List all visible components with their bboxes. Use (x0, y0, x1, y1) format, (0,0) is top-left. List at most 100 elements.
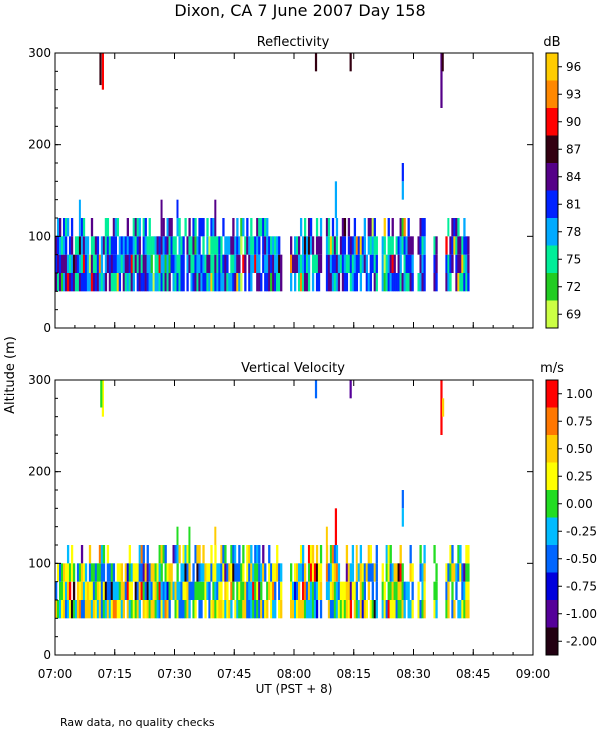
data-cell (325, 218, 329, 237)
data-cell (148, 273, 151, 292)
elevated-echo (349, 380, 352, 399)
data-cell (325, 236, 329, 255)
data-cell (102, 581, 106, 600)
data-cell (387, 545, 390, 564)
data-cell (341, 581, 345, 600)
data-cell (244, 600, 247, 619)
data-cell (148, 563, 151, 582)
data-cell (200, 254, 203, 273)
data-cell (459, 563, 462, 582)
data-cell (58, 581, 62, 600)
data-cell (66, 218, 70, 237)
data-cell (58, 254, 62, 273)
data-cell (118, 581, 122, 600)
data-cell (423, 600, 426, 619)
data-cell (66, 273, 70, 292)
data-cell (80, 600, 84, 619)
data-cell (369, 273, 372, 292)
elevated-echo (401, 163, 404, 182)
data-cell (214, 254, 217, 273)
data-cell (248, 545, 251, 564)
data-cell (84, 273, 88, 292)
data-cell (64, 218, 68, 237)
data-cell (383, 236, 386, 255)
data-cell (423, 563, 426, 582)
data-cell (333, 254, 337, 273)
data-cell (144, 218, 147, 237)
data-cell (294, 254, 297, 273)
data-cell (174, 545, 177, 564)
data-cell (154, 581, 157, 600)
data-cell (367, 563, 370, 582)
data-cell (447, 273, 450, 292)
data-cell (154, 273, 157, 292)
data-cell (204, 254, 207, 273)
data-cell (393, 563, 396, 582)
data-cell (373, 236, 376, 255)
data-cell (224, 273, 227, 292)
data-cell (156, 563, 159, 582)
data-cell (254, 581, 257, 600)
data-cell (395, 273, 398, 292)
data-cell (303, 581, 307, 600)
data-cell (419, 236, 422, 255)
data-cell (142, 581, 145, 600)
data-cell (403, 600, 406, 619)
data-cell (76, 273, 80, 292)
data-cell (407, 236, 410, 255)
data-cell (327, 273, 331, 292)
data-cell (146, 545, 149, 564)
data-cell (345, 545, 349, 564)
data-cell (250, 581, 253, 600)
data-cell (331, 563, 335, 582)
colorbar-tick-label: 96 (566, 60, 581, 74)
data-cell (214, 545, 217, 564)
data-cell (359, 254, 363, 273)
data-cell (457, 254, 460, 273)
data-cell (216, 236, 219, 255)
data-cell (58, 236, 62, 255)
data-cell (268, 545, 271, 564)
data-cell (140, 581, 143, 600)
colorbar-swatch (546, 627, 558, 656)
data-cell (307, 563, 311, 582)
data-cell (315, 545, 319, 564)
data-cell (208, 581, 211, 600)
data-cell (254, 236, 257, 255)
data-cell (246, 600, 249, 619)
data-cell (445, 236, 448, 255)
data-cell (118, 600, 122, 619)
data-cell (327, 236, 331, 255)
data-cell (100, 236, 104, 255)
colorbar-swatch (546, 435, 558, 463)
data-cell (383, 581, 386, 600)
data-cell (299, 600, 303, 619)
data-cell (192, 254, 195, 273)
data-cell (405, 236, 408, 255)
data-cell (60, 600, 64, 619)
colorbar-swatch (546, 462, 558, 491)
data-cell (256, 218, 259, 237)
data-cell (242, 581, 245, 600)
data-cell (347, 581, 351, 600)
data-cell (98, 273, 102, 292)
data-cell (224, 254, 227, 273)
data-cell (363, 600, 366, 619)
data-cell (152, 563, 155, 582)
data-cell (385, 600, 388, 619)
colorbar-swatch (546, 80, 558, 109)
data-cell (419, 563, 422, 582)
data-cell (126, 218, 129, 237)
data-cell (160, 236, 163, 255)
data-cell (218, 563, 221, 582)
data-cell (381, 273, 384, 292)
data-cell (84, 236, 88, 255)
colorbar-tick-label: 90 (566, 115, 581, 129)
data-cell (317, 581, 321, 600)
data-cell (186, 236, 189, 255)
data-cell (192, 581, 195, 600)
data-cell (232, 545, 235, 564)
data-cell (146, 236, 149, 255)
colorbar-tick-label: 84 (566, 170, 581, 184)
data-cell (337, 563, 341, 582)
